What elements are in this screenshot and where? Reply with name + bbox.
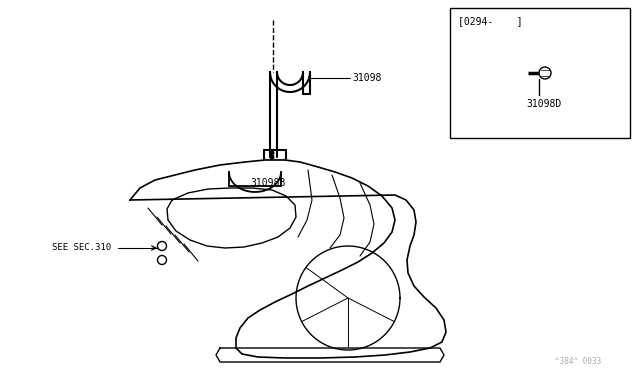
- Polygon shape: [130, 160, 446, 358]
- Circle shape: [539, 67, 551, 79]
- Polygon shape: [216, 348, 444, 362]
- Circle shape: [157, 256, 166, 264]
- Circle shape: [270, 155, 274, 159]
- Text: ^384^ 0033: ^384^ 0033: [555, 357, 601, 366]
- Text: [0294-    ]: [0294- ]: [458, 16, 523, 26]
- Bar: [450, 8, 630, 138]
- Text: 31098B: 31098B: [250, 178, 285, 188]
- Text: 31098D: 31098D: [526, 99, 561, 109]
- Circle shape: [157, 241, 166, 250]
- Circle shape: [270, 151, 274, 155]
- Text: 31098: 31098: [352, 73, 381, 83]
- Text: SEE SEC.310: SEE SEC.310: [52, 243, 111, 252]
